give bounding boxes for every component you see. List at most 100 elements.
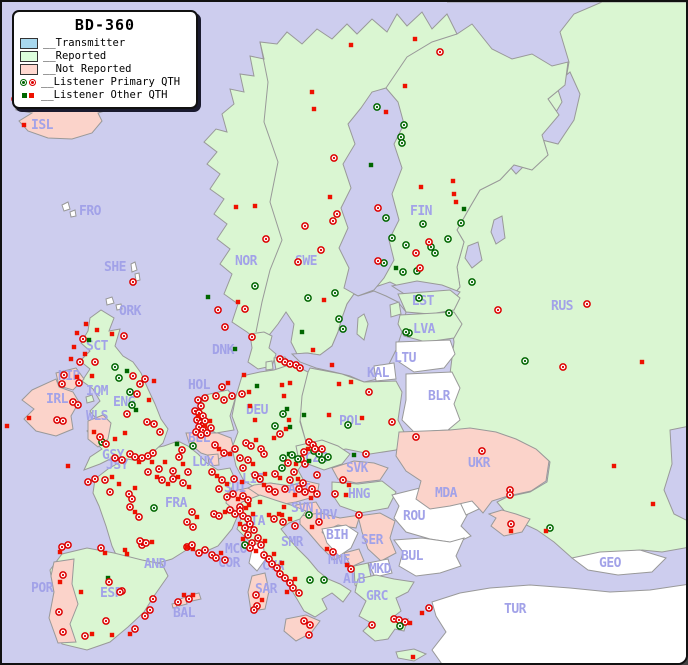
listener-primary-red-marker [236, 454, 244, 462]
listener-other-red-marker [127, 631, 133, 637]
listener-primary-red-marker [241, 305, 249, 313]
listener-primary-red-marker [111, 454, 119, 462]
country-label-MKD: MKD [369, 562, 392, 577]
listener-other-red-marker [57, 579, 63, 585]
country-label-GEO: GEO [599, 556, 622, 571]
listener-primary-red-marker [260, 551, 268, 559]
listener-other-red-marker [639, 359, 645, 365]
listener-other-red-marker [383, 109, 389, 115]
listener-primary-red-marker [188, 508, 196, 516]
listener-other-red-marker [109, 331, 115, 337]
listener-other-red-marker [233, 204, 239, 210]
listener-other-red-marker [237, 521, 243, 527]
listener-primary-green-marker [306, 576, 314, 584]
country-label-SCT: SCT [86, 339, 109, 354]
listener-other-red-marker [279, 382, 285, 388]
listener-primary-green-marker [324, 453, 332, 461]
region-bothnia [338, 87, 405, 297]
listener-other-red-marker [281, 504, 287, 510]
legend-label: __Transmitter [43, 37, 126, 49]
region-mkd [367, 558, 393, 578]
listener-other-red-marker [407, 620, 413, 626]
country-label-ROU: ROU [403, 509, 426, 524]
listener-primary-green-marker [128, 401, 136, 409]
listener-other-red-marker [116, 481, 122, 487]
listener-other-red-marker [450, 178, 456, 184]
region-tur [431, 584, 686, 663]
listener-primary-red-marker [64, 541, 72, 549]
listener-primary-red-marker [60, 371, 68, 379]
listener-primary-red-marker [133, 390, 141, 398]
listener-primary-red-marker [142, 539, 150, 547]
listener-primary-red-marker [281, 485, 289, 493]
listener-other-green-marker [124, 368, 130, 374]
legend-row-not-reported: __Not Reported [20, 63, 190, 75]
listener-other-red-marker [412, 36, 418, 42]
region-ork2 [115, 303, 123, 311]
listener-primary-red-marker [318, 445, 326, 453]
listener-other-red-marker [218, 550, 224, 556]
listener-other-green-marker [205, 294, 211, 300]
listener-other-red-marker [91, 429, 97, 435]
listener-other-red-marker [327, 194, 333, 200]
listener-other-red-marker [250, 461, 256, 467]
listener-other-red-marker [543, 528, 549, 534]
listener-primary-green-marker [279, 410, 287, 418]
listener-other-red-marker [271, 435, 277, 441]
listener-primary-red-marker [135, 513, 143, 521]
listener-primary-red-marker [195, 549, 203, 557]
listener-primary-red-marker [239, 492, 247, 500]
country-label-FRO: FRO [79, 204, 102, 219]
listener-primary-red-marker [506, 491, 514, 499]
country-label-LTU: LTU [394, 351, 417, 366]
listener-other-red-marker [418, 184, 424, 190]
country-label-DNK: DNK [212, 343, 235, 358]
listener-primary-red-marker [223, 493, 231, 501]
listener-primary-red-marker [203, 429, 211, 437]
listener-primary-green-marker [318, 456, 326, 464]
listener-primary-green-marker [444, 235, 452, 243]
listener-other-red-marker [611, 463, 617, 469]
listener-primary-red-marker [76, 358, 84, 366]
listener-other-red-marker [308, 495, 314, 501]
listener-primary-red-marker [388, 418, 396, 426]
listener-primary-red-marker [149, 595, 157, 603]
listener-primary-red-marker [339, 476, 347, 484]
listener-other-red-marker [410, 654, 416, 660]
listener-primary-red-marker [289, 584, 297, 592]
listener-other-red-marker [348, 42, 354, 48]
listener-other-red-marker [146, 397, 152, 403]
listener-primary-red-marker [301, 222, 309, 230]
listener-primary-red-marker [311, 445, 319, 453]
listener-other-red-marker [277, 475, 283, 481]
listener-primary-red-marker [158, 476, 166, 484]
country-label-NOR: NOR [235, 254, 258, 269]
listener-primary-red-marker [221, 556, 229, 564]
listener-primary-green-marker [294, 455, 302, 463]
listener-other-red-marker [329, 362, 335, 368]
listener-primary-red-marker [365, 388, 373, 396]
listener-other-red-marker [271, 551, 277, 557]
listener-other-red-marker [286, 417, 292, 423]
listener-primary-green-marker [331, 289, 339, 297]
listener-primary-green-marker [320, 576, 328, 584]
listener-other-red-marker [508, 528, 514, 534]
country-label-WLS: WLS [86, 409, 109, 424]
listener-primary-red-marker [330, 154, 338, 162]
listener-primary-green-marker [468, 278, 476, 286]
listener-primary-red-marker [143, 418, 151, 426]
listener-primary-red-marker [246, 544, 254, 552]
listener-primary-red-marker [150, 420, 158, 428]
listener-primary-red-marker [401, 618, 409, 626]
listener-primary-red-marker [197, 402, 205, 410]
region-dnk_isl2 [265, 360, 274, 371]
listener-other-red-marker [310, 347, 316, 353]
listener-primary-red-marker [201, 546, 209, 554]
legend-row-transmitter: __Transmitter [20, 37, 190, 49]
listener-primary-green-marker [339, 325, 347, 333]
listener-primary-red-marker [244, 496, 252, 504]
listener-other-red-marker [190, 592, 196, 598]
listener-other-green-marker [284, 406, 290, 412]
listener-primary-rings-icon [20, 78, 36, 86]
border-line [385, 33, 458, 89]
